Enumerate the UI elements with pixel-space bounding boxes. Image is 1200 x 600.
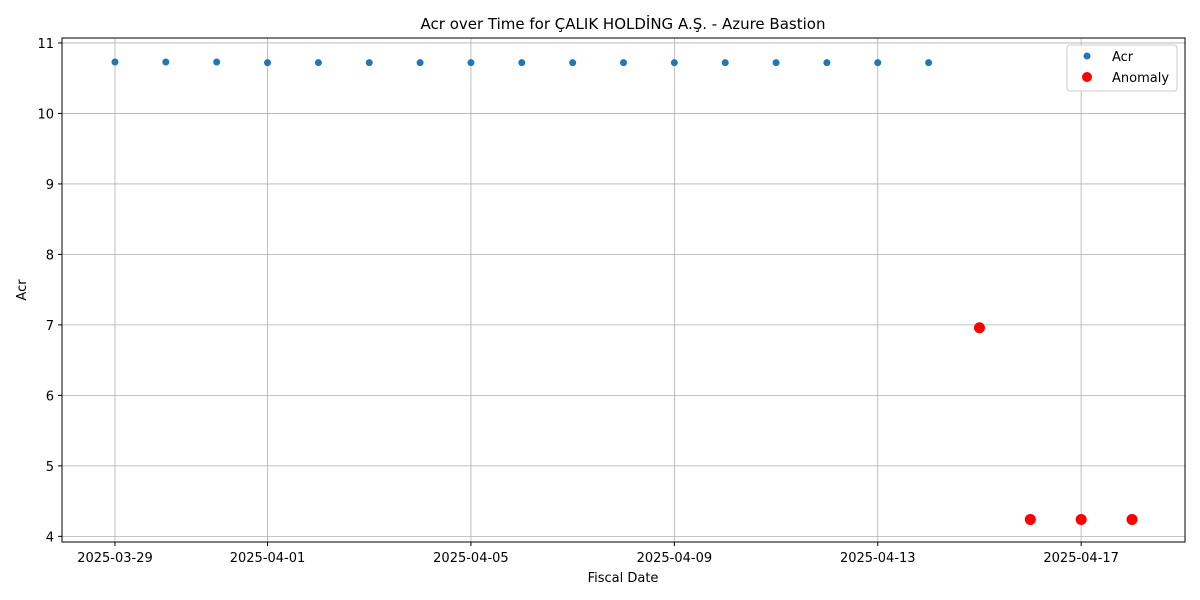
data-points [111,58,1138,525]
y-tick-label: 7 [46,319,54,334]
x-tick-label: 2025-04-01 [230,551,306,566]
y-tick-label: 8 [46,248,54,263]
acr-point [670,59,678,67]
acr-point [416,59,424,67]
acr-point [111,58,119,66]
grid-lines [62,38,1185,542]
legend: Acr Anomaly [1066,44,1178,92]
acr-point [721,59,729,67]
legend-label-anomaly: Anomaly [1112,71,1169,86]
legend-marker-acr [1083,52,1091,60]
y-axis-label: Acr [15,279,30,301]
acr-point [874,59,882,67]
x-axis-ticks: 2025-03-29 2025-04-01 2025-04-05 2025-04-09… [77,542,1119,566]
anomaly-point [1126,513,1138,525]
anomaly-point [973,322,985,334]
legend-marker-anomaly [1082,72,1092,82]
acr-point [314,59,322,67]
acr-point [772,59,780,67]
x-axis-label: Fiscal Date [588,571,659,586]
x-tick-label: 2025-04-13 [840,551,916,566]
plot-frame [61,37,1186,543]
acr-point [213,58,221,66]
anomaly-point [1024,513,1036,525]
y-tick-label: 9 [46,178,54,193]
x-tick-label: 2025-04-09 [637,551,713,566]
acr-point [569,59,577,67]
acr-point [518,59,526,67]
acr-point [467,59,475,67]
y-tick-label: 11 [37,37,54,52]
acr-point [925,59,933,67]
x-tick-label: 2025-04-17 [1043,551,1119,566]
acr-point [365,59,373,67]
y-tick-label: 4 [46,530,54,545]
chart-title: Acr over Time for ÇALIK HOLDİNG A.Ş. - A… [421,14,826,33]
acr-point [162,58,170,66]
acr-point [620,59,627,67]
y-axis-ticks: 4 5 6 7 8 9 10 11 [37,37,62,545]
x-tick-label: 2025-03-29 [77,551,153,566]
legend-box [1066,44,1178,92]
legend-label-acr: Acr [1112,50,1134,65]
x-tick-label: 2025-04-05 [433,551,509,566]
y-tick-label: 10 [37,107,54,122]
acr-point [823,59,831,67]
anomaly-point [1075,513,1087,525]
y-tick-label: 6 [46,389,54,404]
y-tick-label: 5 [46,460,54,475]
acr-point [264,59,272,67]
